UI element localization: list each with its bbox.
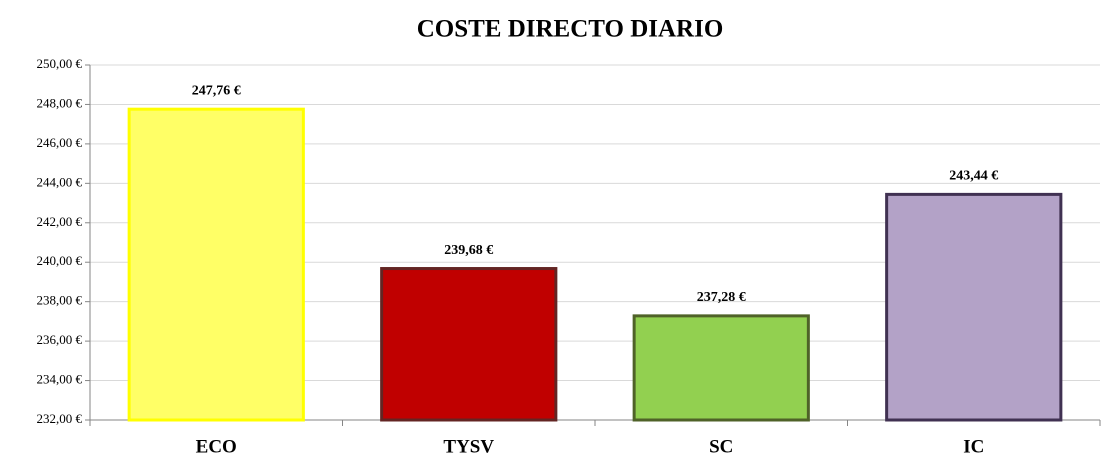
y-tick-label: 232,00 €	[37, 411, 83, 426]
value-label: 239,68 €	[444, 243, 493, 258]
y-tick-label: 236,00 €	[37, 332, 83, 347]
value-label: 243,44 €	[949, 169, 998, 184]
x-tick-label: TYSV	[443, 436, 494, 457]
x-tick-label: IC	[963, 436, 984, 457]
bar	[885, 192, 1063, 422]
y-tick-label: 244,00 €	[37, 174, 83, 189]
y-tick-label: 238,00 €	[37, 293, 83, 308]
y-tick-label: 246,00 €	[37, 135, 83, 150]
chart-title: COSTE DIRECTO DIARIO	[417, 16, 724, 43]
x-tick-label: SC	[709, 436, 733, 457]
bar	[127, 107, 305, 422]
y-tick-label: 250,00 €	[37, 56, 83, 71]
bar	[380, 267, 558, 422]
y-tick-label: 240,00 €	[37, 253, 83, 268]
y-tick-label: 248,00 €	[37, 95, 83, 110]
x-tick-label: ECO	[196, 436, 237, 457]
value-label: 247,76 €	[192, 83, 241, 98]
value-label: 237,28 €	[697, 290, 746, 305]
y-tick-label: 242,00 €	[37, 214, 83, 229]
y-tick-label: 234,00 €	[37, 372, 83, 387]
bar	[632, 314, 810, 422]
